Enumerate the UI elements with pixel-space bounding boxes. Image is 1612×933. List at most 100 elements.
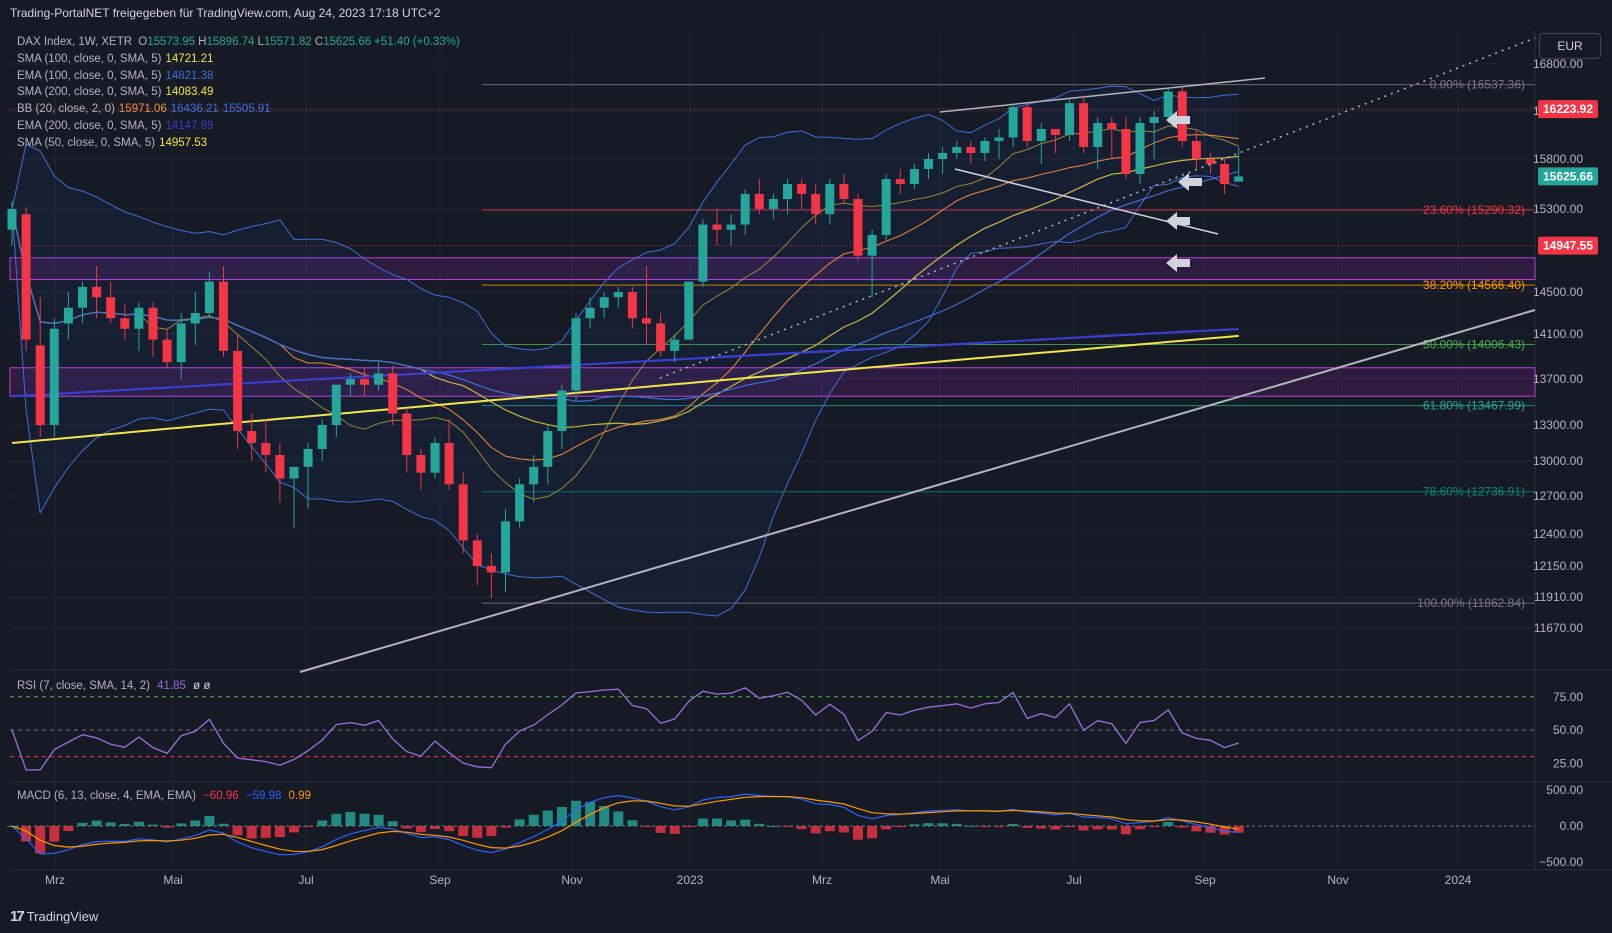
candle-body bbox=[444, 443, 454, 485]
macd-histogram-bar bbox=[148, 824, 158, 826]
axes: 16800.0016200.0015800.0015300.0014500.00… bbox=[45, 57, 1598, 887]
candle-body bbox=[712, 224, 722, 230]
x-tick-label: Nov bbox=[1327, 873, 1348, 887]
candle-body bbox=[881, 179, 891, 235]
candle-body bbox=[740, 194, 750, 225]
candle-body bbox=[289, 466, 299, 479]
arrow-marker-icon bbox=[1166, 212, 1190, 230]
candle-body bbox=[994, 137, 1004, 141]
indicator-legend-row[interactable]: SMA (100, close, 0, SMA, 5) 14721.21 bbox=[17, 51, 460, 68]
macd-histogram-bar bbox=[133, 821, 144, 826]
candle-body bbox=[275, 455, 285, 479]
macd-histogram-bar bbox=[655, 826, 666, 833]
indicator-value: 14957.53 bbox=[159, 136, 208, 149]
candle-body bbox=[613, 292, 623, 298]
macd-histogram-bar bbox=[176, 823, 187, 826]
candle-body bbox=[472, 540, 482, 566]
chart-header-title: Trading-PortalNET freigegeben für Tradin… bbox=[10, 6, 441, 20]
tradingview-footer[interactable]: 17 TradingView bbox=[10, 908, 98, 925]
y-tick-label: 15800.00 bbox=[1533, 152, 1583, 166]
macd-histogram-bar bbox=[458, 826, 469, 837]
macd-histogram-bar bbox=[274, 826, 285, 838]
macd-histogram-bar bbox=[1064, 826, 1075, 827]
candle-body bbox=[120, 318, 130, 329]
indicator-legend-row[interactable]: SMA (200, close, 0, SMA, 5) 14083.49 bbox=[17, 84, 460, 101]
indicator-legend-row[interactable]: EMA (200, close, 0, SMA, 5) 14147.89 bbox=[17, 118, 460, 135]
macd-signal-value: 0.99 bbox=[288, 790, 311, 802]
macd-histogram-bar bbox=[810, 826, 821, 834]
indicator-legend-row[interactable]: EMA (100, close, 0, SMA, 5) 14821.38 bbox=[17, 68, 460, 85]
rsi-tick-label: 25.00 bbox=[1553, 756, 1583, 770]
candle-body bbox=[1191, 141, 1201, 159]
candle-body bbox=[458, 484, 468, 541]
macd-histogram-bar bbox=[119, 824, 130, 826]
main-legend: DAX Index, 1W, XETR O15573.95 H15896.74 L1… bbox=[17, 34, 460, 152]
candle-body bbox=[754, 194, 764, 209]
macd-histogram-bar bbox=[162, 826, 173, 828]
currency-selector[interactable]: EUR bbox=[1539, 33, 1601, 59]
macd-tick-label: −500.00 bbox=[1539, 855, 1583, 869]
candle-body bbox=[515, 484, 525, 522]
indicator-legend-row[interactable]: SMA (50, close, 0, SMA, 5) 14957.53 bbox=[17, 135, 460, 152]
rsi-name: RSI (7, close, SMA, 14, 2) bbox=[17, 680, 150, 692]
x-tick-label: 2023 bbox=[677, 873, 704, 887]
candle-body bbox=[557, 390, 567, 431]
candle-body bbox=[233, 350, 243, 431]
macd-histogram-bar bbox=[965, 825, 976, 827]
macd-legend[interactable]: MACD (6, 13, close, 4, EMA, EMA) −60.96 … bbox=[17, 790, 311, 802]
macd-histogram-bar bbox=[669, 826, 680, 834]
macd-histogram-bar bbox=[726, 820, 737, 826]
rsi-tick-label: 50.00 bbox=[1553, 723, 1583, 737]
candle-body bbox=[416, 455, 426, 473]
candle-body bbox=[106, 297, 116, 319]
price-label-badge bbox=[1538, 236, 1598, 255]
candle-body bbox=[642, 318, 651, 324]
macd-histogram-bar bbox=[754, 823, 765, 826]
tradingview-logo-icon: 17 bbox=[10, 908, 25, 925]
x-tick-label: Mai bbox=[930, 873, 949, 887]
macd-histogram-bar bbox=[571, 800, 581, 826]
x-tick-label: Mrz bbox=[45, 873, 65, 887]
symbol-row[interactable]: DAX Index, 1W, XETR O15573.95 H15896.74 L1… bbox=[17, 34, 460, 51]
indicator-value: 16436.21 bbox=[170, 103, 219, 116]
ohlc-l: L15571.82 bbox=[257, 36, 312, 48]
indicator-name: SMA (50, close, 0, SMA, 5) bbox=[17, 136, 156, 149]
macd-histogram-bar bbox=[1191, 826, 1202, 832]
y-tick-label: 12400.00 bbox=[1533, 527, 1583, 541]
candle-body bbox=[190, 313, 200, 324]
candle-body bbox=[1022, 107, 1032, 141]
candle-body bbox=[430, 443, 440, 473]
indicator-legend-row[interactable]: BB (20, close, 2, 0) 15971.06 16436.21 1550… bbox=[17, 101, 460, 118]
y-tick-label: 11910.00 bbox=[1534, 590, 1583, 604]
macd-histogram-bar bbox=[1163, 821, 1174, 826]
x-tick-label: Nov bbox=[561, 873, 582, 887]
y-tick-label: 15300.00 bbox=[1533, 202, 1583, 216]
price-label-text: 16223.92 bbox=[1543, 102, 1593, 116]
macd-histogram-bar bbox=[937, 823, 948, 826]
candlestick-series bbox=[7, 87, 1244, 599]
macd-histogram-bar bbox=[1050, 826, 1061, 830]
candle-body bbox=[853, 199, 863, 256]
y-tick-label: 14100.00 bbox=[1533, 327, 1583, 341]
y-tick-label: 12150.00 bbox=[1533, 559, 1583, 573]
macd-histogram-bar bbox=[260, 826, 271, 838]
arrow-marker-icon bbox=[1166, 111, 1190, 129]
macd-histogram-bar bbox=[500, 826, 511, 828]
rsi-legend[interactable]: RSI (7, close, SMA, 14, 2) 41.85 ø ø bbox=[17, 680, 210, 692]
macd-histogram-bar bbox=[867, 826, 878, 839]
candle-body bbox=[1206, 159, 1215, 164]
macd-histogram-bar bbox=[697, 818, 708, 826]
fib-level-label: 61.80% (13467.99) bbox=[1423, 399, 1525, 413]
ohlc-h: H15896.74 bbox=[198, 36, 255, 48]
candle-body bbox=[684, 281, 694, 340]
x-tick-label: Jul bbox=[298, 873, 313, 887]
candle-body bbox=[938, 153, 948, 159]
macd-line bbox=[11, 793, 1239, 856]
fibonacci-levels: 0.00% (16537.36) 23.60% (15290.32) 38.20% … bbox=[10, 78, 1535, 610]
indicator-name: SMA (200, close, 0, SMA, 5) bbox=[17, 86, 162, 99]
candle-body bbox=[698, 224, 708, 282]
ohlc-values: O15573.95 H15896.74 L15571.82 C15625.66 +51.… bbox=[135, 36, 460, 48]
macd-name: MACD (6, 13, close, 4, EMA, EMA) bbox=[17, 790, 196, 802]
x-tick-label: Jul bbox=[1066, 873, 1081, 887]
